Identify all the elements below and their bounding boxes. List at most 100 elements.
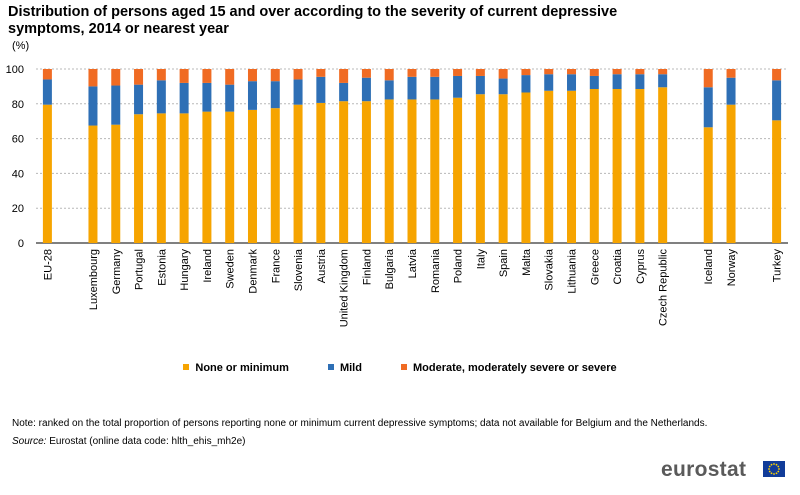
bar-segment bbox=[111, 69, 121, 86]
bar-segment bbox=[567, 69, 577, 75]
bar-segment bbox=[270, 81, 280, 109]
legend-label-none: None or minimum bbox=[195, 362, 289, 374]
bar-segment bbox=[202, 111, 212, 243]
bar-segment bbox=[589, 75, 599, 90]
bar-segment bbox=[612, 74, 622, 90]
x-tick-label: Hungary bbox=[179, 249, 191, 291]
y-tick-label: 0 bbox=[18, 238, 24, 250]
bar-segment bbox=[567, 90, 577, 243]
x-tick-label: Ireland bbox=[202, 249, 214, 283]
bar-segment bbox=[42, 69, 52, 80]
bar-segment bbox=[475, 94, 485, 243]
bar-segment bbox=[88, 69, 98, 87]
bar-segment bbox=[179, 113, 189, 244]
bar-segment bbox=[225, 69, 235, 85]
bar-segment bbox=[567, 74, 577, 91]
bar-segment bbox=[42, 104, 52, 243]
bar-segment bbox=[612, 89, 622, 243]
bar-segment bbox=[407, 69, 417, 77]
bar-segment bbox=[635, 74, 645, 90]
legend-swatch-none bbox=[183, 364, 190, 371]
bar-segment bbox=[703, 87, 713, 128]
x-tick-label: Slovenia bbox=[293, 248, 305, 291]
bar-segment bbox=[247, 109, 257, 243]
legend-swatch-mild bbox=[327, 364, 334, 371]
bar-segment bbox=[772, 120, 782, 243]
bar-segment bbox=[247, 81, 257, 110]
bar-segment bbox=[589, 69, 599, 76]
bar-segment bbox=[111, 85, 121, 125]
bar-segment bbox=[293, 104, 303, 243]
eurostat-logo: eurostat bbox=[661, 458, 787, 486]
source-label: Source: bbox=[12, 436, 47, 447]
bar-segment bbox=[430, 76, 440, 100]
bar-segment bbox=[772, 80, 782, 121]
x-tick-label: Lithuania bbox=[567, 248, 579, 294]
bar-segment bbox=[88, 125, 98, 243]
x-tick-label: Romania bbox=[430, 248, 442, 293]
eu-flag-icon bbox=[763, 461, 785, 477]
y-tick-label: 80 bbox=[12, 99, 24, 111]
bar-segment bbox=[156, 113, 166, 244]
x-tick-label: Luxembourg bbox=[88, 249, 100, 310]
x-tick-label: Malta bbox=[521, 248, 533, 276]
y-tick-label: 20 bbox=[12, 203, 24, 215]
bar-segment bbox=[407, 99, 417, 243]
bar-segment bbox=[498, 94, 508, 243]
x-tick-label: Portugal bbox=[134, 249, 146, 290]
x-tick-label: EU-28 bbox=[42, 249, 54, 280]
legend-item-none: None or minimum bbox=[183, 362, 289, 374]
x-tick-label: Bulgaria bbox=[384, 248, 396, 289]
bar-segment bbox=[475, 69, 485, 76]
y-tick-label: 60 bbox=[12, 134, 24, 146]
bar-segment bbox=[544, 74, 554, 91]
bar-segment bbox=[521, 92, 531, 244]
bar-segment bbox=[544, 90, 554, 243]
bar-segment bbox=[726, 104, 736, 243]
bar-segment bbox=[384, 69, 394, 81]
x-tick-label: Italy bbox=[475, 249, 487, 270]
x-tick-label: Iceland bbox=[703, 249, 715, 284]
bar-segment bbox=[270, 108, 280, 244]
bar-segment bbox=[88, 86, 98, 126]
bar-segment bbox=[635, 89, 645, 243]
x-tick-label: Germany bbox=[111, 249, 123, 295]
bar-segment bbox=[179, 69, 189, 83]
bar-segment bbox=[544, 69, 554, 75]
x-tick-label: Latvia bbox=[407, 248, 419, 278]
stacked-bar-chart: 0 20 40 60 80 100 EU-28 Luxembourg Germany Portug… bbox=[6, 64, 788, 327]
x-tick-label: Greece bbox=[589, 249, 601, 285]
x-tick-label: Finland bbox=[361, 249, 373, 285]
bar-segment bbox=[453, 69, 463, 76]
bar-segment bbox=[658, 87, 668, 244]
bar-segment bbox=[430, 69, 440, 77]
x-tick-label: Turkey bbox=[772, 249, 784, 283]
bar-segment bbox=[293, 69, 303, 80]
bar-segment bbox=[453, 97, 463, 244]
x-tick-label: Croatia bbox=[612, 248, 624, 284]
bar-segment bbox=[361, 77, 371, 102]
y-tick-label: 100 bbox=[6, 64, 24, 76]
bar-segment bbox=[225, 84, 235, 112]
legend-label-mild: Mild bbox=[339, 362, 362, 374]
bar-segment bbox=[384, 99, 394, 243]
x-tick-label: Sweden bbox=[225, 249, 237, 289]
bar-segment bbox=[42, 79, 52, 105]
logo-text: eurostat bbox=[661, 458, 747, 481]
bar-segment bbox=[156, 69, 166, 81]
bar-segment bbox=[726, 69, 736, 78]
bar-segment bbox=[156, 80, 166, 114]
bar-segment bbox=[453, 75, 463, 98]
bar-segment bbox=[179, 82, 189, 114]
bar-segment bbox=[361, 69, 371, 78]
x-tick-label: Denmark bbox=[247, 249, 259, 294]
bar-segment bbox=[384, 80, 394, 100]
bar-segment bbox=[134, 69, 144, 85]
bar-segment bbox=[316, 102, 326, 244]
bar-segment bbox=[293, 79, 303, 105]
x-tick-label: Poland bbox=[453, 249, 465, 283]
x-tick-label: Slovakia bbox=[544, 248, 556, 290]
bar-segment bbox=[407, 76, 417, 100]
chart-title: Distribution of persons aged 15 and over… bbox=[8, 4, 618, 37]
bar-segment bbox=[498, 69, 508, 79]
